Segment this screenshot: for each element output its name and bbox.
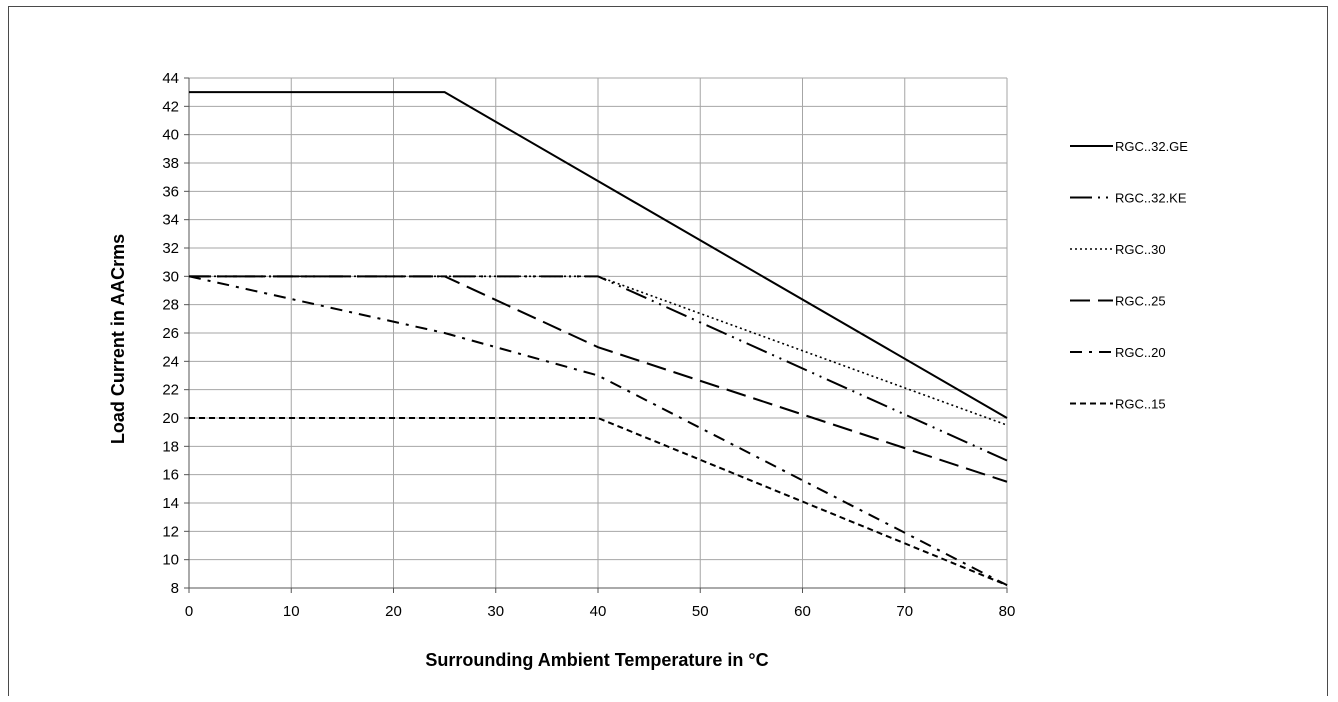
data-series <box>188 91 1008 587</box>
y-tick-label: 20 <box>162 410 179 427</box>
y-tick-label: 38 <box>162 155 179 172</box>
series-line-rgc-15 <box>189 417 1008 587</box>
x-tick-labels: 0 10 20 30 40 50 60 70 80 <box>185 603 1016 620</box>
y-tick-label: 32 <box>162 240 179 257</box>
y-tick-label: 24 <box>162 353 179 370</box>
legend-label: RGC..32.KE <box>1115 191 1187 206</box>
x-tick-label: 10 <box>283 603 300 620</box>
legend-item: RGC..20 <box>1070 345 1166 360</box>
legend-label: RGC..32.GE <box>1115 139 1188 154</box>
x-axis-title: Surrounding Ambient Temperature in °C <box>425 650 768 670</box>
x-tick-label: 20 <box>385 603 402 620</box>
x-tick-label: 30 <box>487 603 504 620</box>
y-tick-label: 34 <box>162 212 179 229</box>
x-tick-label: 70 <box>896 603 913 620</box>
y-tick-label: 16 <box>162 467 179 484</box>
y-tick-label: 42 <box>162 98 179 115</box>
y-tick-labels: 8 10 12 14 16 18 20 22 24 26 28 30 32 34 36 38 40 42 44 <box>162 70 179 597</box>
y-tick-label: 36 <box>162 183 179 200</box>
legend-label: RGC..25 <box>1115 294 1166 309</box>
series-line-rgc-30 <box>189 275 1008 426</box>
y-tick-label: 18 <box>162 438 179 455</box>
legend-label: RGC..20 <box>1115 345 1166 360</box>
y-axis-title: Load Current in AACrms <box>108 234 128 444</box>
legend-item: RGC..32.GE <box>1070 139 1188 154</box>
chart-frame <box>8 6 1328 696</box>
x-tick-label: 0 <box>185 603 193 620</box>
series-line-rgc-32-ge <box>189 91 1008 419</box>
series-line-rgc-25 <box>189 275 1008 483</box>
x-tick-label: 60 <box>794 603 811 620</box>
legend-item: RGC..25 <box>1070 294 1166 309</box>
y-tick-label: 44 <box>162 70 179 87</box>
y-tick-label: 8 <box>171 580 179 597</box>
y-tick-label: 28 <box>162 297 179 314</box>
legend-label: RGC..15 <box>1115 397 1166 412</box>
y-tick-label: 14 <box>162 495 179 512</box>
x-tick-label: 50 <box>692 603 709 620</box>
y-tick-label: 10 <box>162 552 179 569</box>
y-tick-label: 22 <box>162 382 179 399</box>
y-tick-label: 40 <box>162 127 179 144</box>
legend-item: RGC..15 <box>1070 397 1166 412</box>
legend-label: RGC..30 <box>1115 242 1166 257</box>
legend-item: RGC..32.KE <box>1070 191 1187 206</box>
grid-lines <box>189 77 1008 588</box>
y-tick-label: 30 <box>162 268 179 285</box>
legend-item: RGC..30 <box>1070 242 1166 257</box>
x-tick-label: 40 <box>590 603 607 620</box>
legend: RGC..32.GE RGC..32.KE RGC..30 RGC..25 RGC..2… <box>1070 139 1188 412</box>
y-tick-label: 26 <box>162 325 179 342</box>
x-tick-label: 80 <box>999 603 1016 620</box>
axes <box>184 77 1008 593</box>
y-tick-label: 12 <box>162 523 179 540</box>
